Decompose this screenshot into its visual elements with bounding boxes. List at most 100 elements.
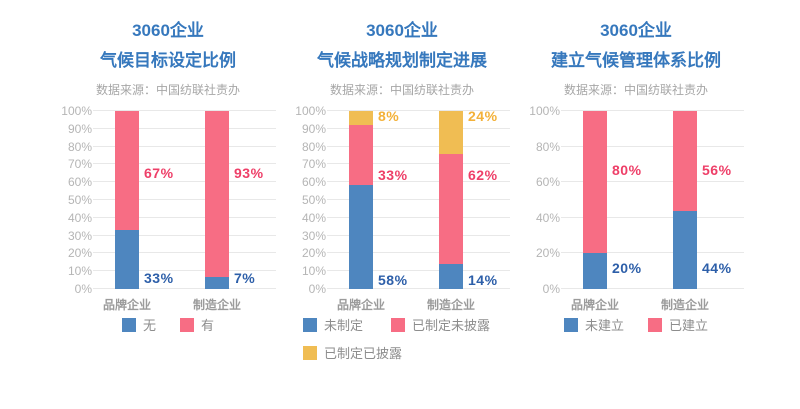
value-label: 67%	[144, 165, 174, 182]
legend-item: 无	[121, 315, 156, 334]
chart-3: 3060企业 建立气候管理体系比例 数据来源：中国纺联社责办 0% 20% 40% 60% 8…	[524, 10, 748, 362]
bar-segment	[205, 276, 229, 289]
category-column: 44% 56% 制造企业	[658, 111, 748, 312]
gridline	[93, 270, 276, 272]
chart-title-line2: 气候目标设定比例	[100, 51, 236, 70]
stacked-bar	[115, 111, 139, 289]
chart-1: 3060企业 气候目标设定比例 数据来源：中国纺联社责办 0% 10% 20% 30% 40%…	[56, 10, 280, 362]
gridline	[327, 181, 510, 183]
value-label: 33%	[378, 167, 408, 184]
gridline	[327, 110, 510, 111]
chart-source: 数据来源：中国纺联社责办	[329, 83, 474, 97]
y-tick-label: 50%	[67, 193, 92, 207]
legend-item: 未建立	[563, 315, 624, 334]
legend-label: 有	[201, 318, 215, 333]
legend-swatch	[303, 345, 317, 360]
stacked-bar	[583, 111, 607, 289]
plot-area: 58% 33% 8% 品牌企业 14% 62% 24% 制造企业	[327, 108, 514, 312]
gridline	[327, 288, 510, 289]
value-label: 33%	[144, 270, 174, 287]
chart-title: 3060企业 气候战略规划制定进展	[290, 16, 514, 76]
y-tick-label: 80%	[301, 139, 326, 154]
legend-item: 已制定已披露	[303, 343, 402, 362]
value-label: 62%	[468, 167, 498, 184]
category-label: 制造企业	[660, 298, 710, 312]
legend-item: 已建立	[648, 315, 708, 334]
y-tick-label: 40%	[67, 210, 92, 225]
y-tick-label: 100%	[529, 104, 560, 118]
y-tick-label: 50%	[301, 193, 326, 207]
legend-label: 已建立	[669, 318, 709, 333]
legend-swatch	[303, 317, 317, 332]
gridline	[561, 216, 744, 218]
bar-segment	[583, 111, 607, 254]
category-label: 制造企业	[192, 298, 242, 312]
category-label: 制造企业	[426, 298, 476, 312]
gridline	[327, 145, 510, 147]
category-label: 品牌企业	[336, 298, 386, 312]
y-tick-label: 80%	[67, 139, 92, 154]
gridline	[327, 234, 510, 236]
value-label: 58%	[378, 272, 408, 289]
gridline	[327, 127, 510, 129]
category-column: 33% 67% 品牌企业	[100, 111, 190, 312]
gridline	[93, 234, 276, 236]
gridline	[93, 110, 276, 111]
y-tick-label: 60%	[535, 175, 560, 190]
value-label: 24%	[468, 108, 498, 125]
value-label: 56%	[702, 161, 732, 178]
chart-title-line2: 建立气候管理体系比例	[551, 51, 721, 70]
stacked-bar	[439, 111, 463, 289]
y-axis: 0% 10% 20% 30% 40% 50% 60% 70% 80% 90% 100%	[290, 104, 334, 296]
legend-item: 已制定未披露	[391, 315, 490, 334]
bar-segment	[205, 111, 229, 277]
gridline	[561, 252, 744, 254]
legend-swatch	[648, 317, 662, 332]
plot-wrap: 0% 10% 20% 30% 40% 50% 60% 70% 80% 90% 100% 58% 33% 8…	[290, 104, 514, 312]
bar-segment	[115, 111, 139, 231]
y-axis: 0% 20% 40% 60% 80% 100%	[524, 104, 568, 296]
stacked-bar	[349, 111, 373, 289]
y-tick-label: 90%	[301, 121, 326, 136]
chart-title-line1: 3060企业	[600, 21, 672, 40]
y-tick-label: 20%	[535, 246, 560, 261]
gridline	[327, 216, 510, 218]
chart-title-line2: 气候战略规划制定进展	[317, 51, 487, 70]
value-label: 14%	[468, 272, 498, 289]
y-tick-label: 10%	[301, 264, 326, 279]
value-label: 8%	[378, 108, 400, 125]
legend-item: 有	[180, 315, 214, 334]
legend-label: 未建立	[584, 318, 624, 333]
category-column: 14% 62% 24% 制造企业	[424, 108, 514, 312]
category-column: 58% 33% 8% 品牌企业	[334, 108, 424, 312]
gridline	[561, 181, 744, 183]
value-label: 44%	[702, 259, 732, 276]
y-axis: 0% 10% 20% 30% 40% 50% 60% 70% 80% 90% 100%	[56, 104, 100, 296]
plot-area: 20% 80% 品牌企业 44% 56% 制造企业	[561, 110, 748, 312]
y-tick-label: 0%	[308, 282, 326, 296]
gridline	[561, 110, 744, 111]
bar-segment	[439, 153, 463, 265]
gridline	[93, 252, 276, 254]
category-column: 20% 80% 品牌企业	[568, 111, 658, 312]
y-tick-label: 90%	[67, 121, 92, 136]
bar-segment	[115, 230, 139, 289]
category-label: 品牌企业	[102, 298, 152, 312]
chart-title: 3060企业 气候目标设定比例	[56, 16, 280, 76]
legend: 未建立 已建立	[524, 315, 748, 334]
y-tick-label: 80%	[535, 139, 560, 154]
y-tick-label: 30%	[301, 228, 326, 243]
gridline	[93, 216, 276, 218]
y-tick-label: 70%	[67, 157, 92, 172]
y-tick-label: 40%	[535, 210, 560, 225]
gridline	[93, 288, 276, 289]
bar-segment	[673, 210, 697, 289]
y-tick-label: 40%	[301, 210, 326, 225]
chart-source: 数据来源：中国纺联社责办	[95, 83, 240, 97]
legend: 无有	[56, 315, 280, 334]
y-tick-label: 60%	[67, 175, 92, 190]
plot-wrap: 0% 20% 40% 60% 80% 100% 20% 80% 品牌企业 44% 56% 制造企业	[524, 104, 748, 312]
value-label: 7%	[234, 270, 256, 287]
gridline	[327, 270, 510, 272]
